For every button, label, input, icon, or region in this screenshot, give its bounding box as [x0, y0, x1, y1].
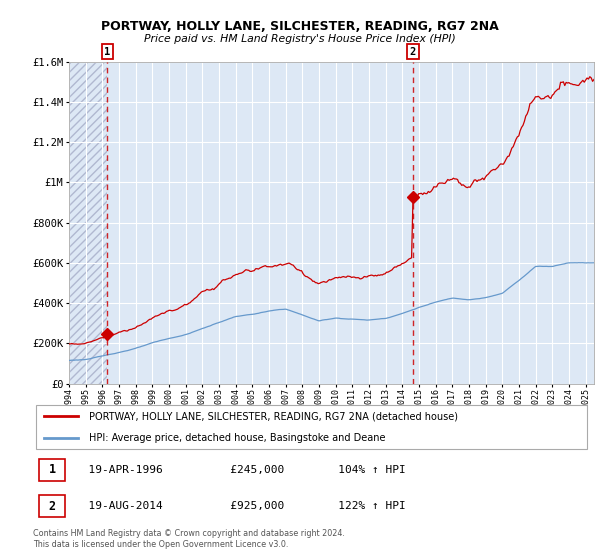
Text: Contains HM Land Registry data © Crown copyright and database right 2024.
This d: Contains HM Land Registry data © Crown c…: [33, 529, 345, 549]
Bar: [69, 62, 107, 384]
Text: 19-AUG-2014          £925,000        122% ↑ HPI: 19-AUG-2014 £925,000 122% ↑ HPI: [75, 501, 406, 511]
Text: PORTWAY, HOLLY LANE, SILCHESTER, READING, RG7 2NA (detached house): PORTWAY, HOLLY LANE, SILCHESTER, READING…: [89, 411, 458, 421]
FancyBboxPatch shape: [38, 495, 65, 517]
Text: HPI: Average price, detached house, Basingstoke and Deane: HPI: Average price, detached house, Basi…: [89, 433, 385, 443]
Text: 19-APR-1996          £245,000        104% ↑ HPI: 19-APR-1996 £245,000 104% ↑ HPI: [75, 465, 406, 475]
Text: 1: 1: [104, 47, 110, 57]
Text: PORTWAY, HOLLY LANE, SILCHESTER, READING, RG7 2NA: PORTWAY, HOLLY LANE, SILCHESTER, READING…: [101, 20, 499, 32]
FancyBboxPatch shape: [36, 405, 587, 449]
Text: 2: 2: [410, 47, 416, 57]
Text: 2: 2: [49, 500, 56, 512]
FancyBboxPatch shape: [38, 459, 65, 480]
Text: 1: 1: [49, 463, 56, 476]
Text: Price paid vs. HM Land Registry's House Price Index (HPI): Price paid vs. HM Land Registry's House …: [144, 34, 456, 44]
